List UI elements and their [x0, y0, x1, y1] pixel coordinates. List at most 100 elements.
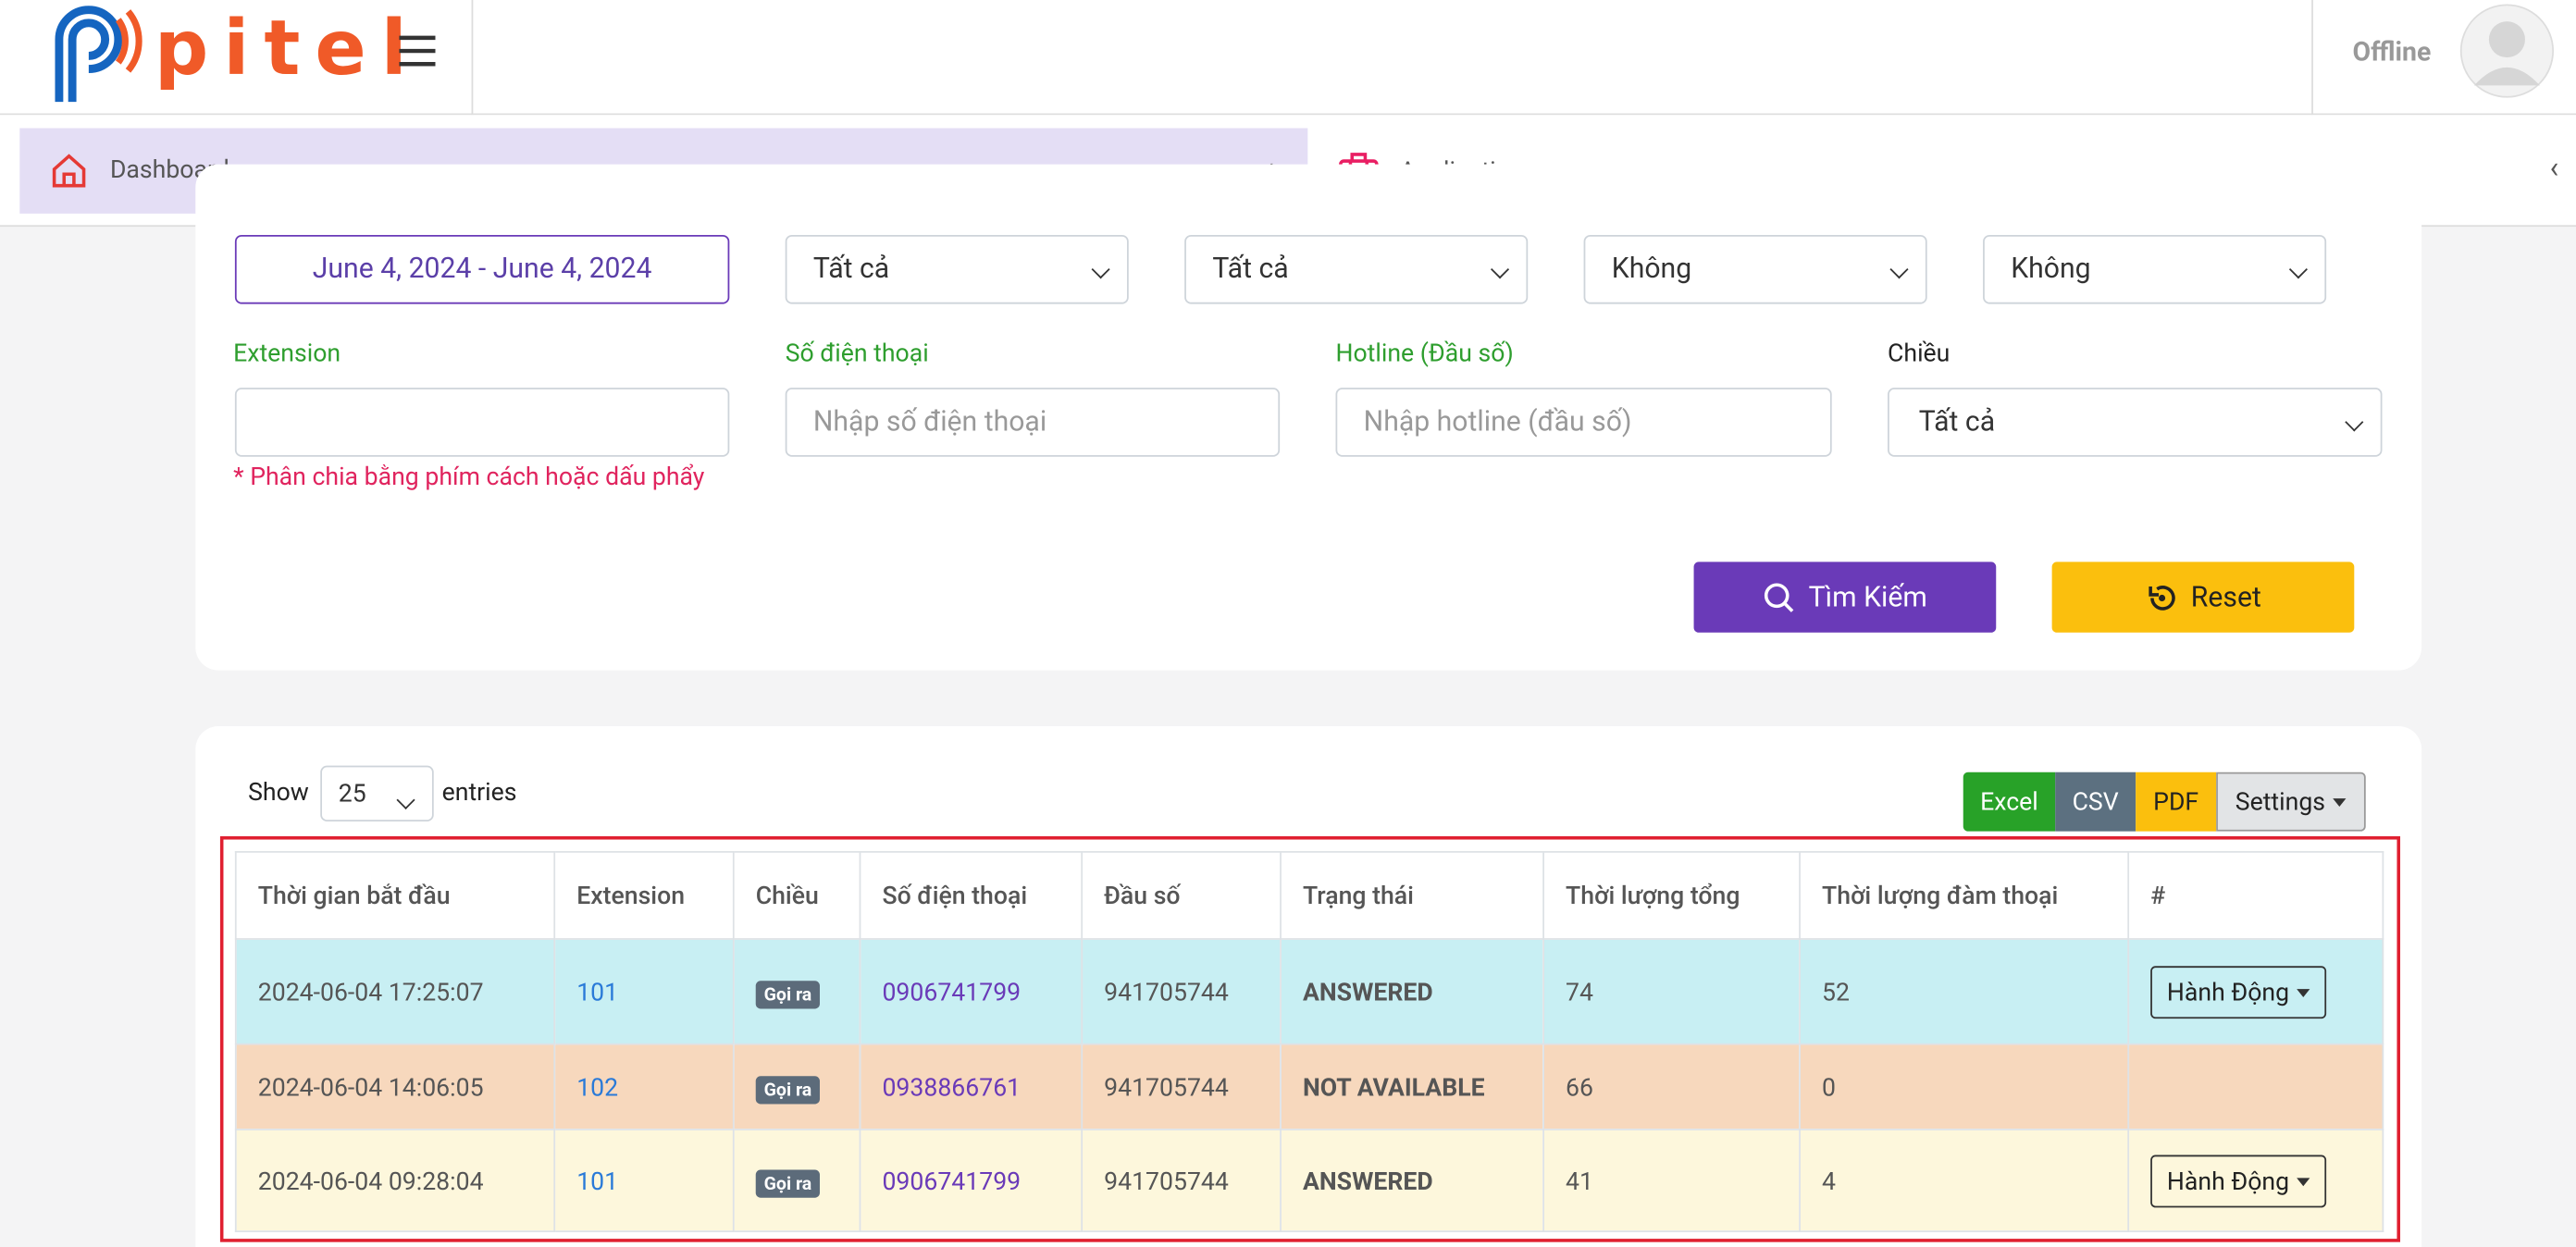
cell-text[interactable]: 0938866761 [882, 1071, 1022, 1102]
filter-select[interactable]: Tất cả [785, 234, 1129, 304]
cell: 941705744 [1081, 1129, 1282, 1233]
cell: 102 [553, 1043, 735, 1130]
direction-select[interactable]: Tất cả [1888, 388, 2383, 457]
cell-text: 941705744 [1104, 976, 1229, 1006]
cell-text[interactable]: 0906741799 [882, 1166, 1022, 1196]
show-label: Show [248, 777, 309, 808]
cell-text: 941705744 [1104, 1071, 1229, 1102]
cell: Gọi ra [732, 1043, 861, 1130]
phone-input[interactable]: Nhập số điện thoại [785, 388, 1281, 457]
table-row: 2024-06-04 14:06:05 102 Gọi ra 0938866761 94… [234, 1043, 2384, 1130]
cell: Gọi ra [732, 1129, 861, 1233]
logo-icon [55, 6, 142, 103]
filter-select[interactable]: Không [1583, 234, 1927, 304]
export-group: Excel CSV PDF Settings [1963, 772, 2366, 832]
cell-text: 66 [1566, 1071, 1594, 1102]
reset-button[interactable]: Reset [2051, 562, 2355, 633]
cell: Hành Động [2127, 1129, 2384, 1233]
cell: 941705744 [1081, 1043, 1282, 1130]
extension-input[interactable] [234, 388, 730, 457]
column-header: Số điện thoại [859, 850, 1084, 940]
column-header: Thời lượng tổng [1542, 850, 1801, 940]
cell-text[interactable]: 102 [576, 1071, 619, 1102]
cell: 0906741799 [859, 1129, 1084, 1233]
cell: 101 [553, 1129, 735, 1233]
table-row: 2024-06-04 09:28:04 101 Gọi ra 0906741799 94… [234, 1129, 2384, 1233]
divider [471, 0, 474, 116]
calls-table: Thời gian bắt đầu Extension Chiều Số điện t… [234, 850, 2384, 1233]
logo-text: pitel [154, 3, 422, 93]
settings-button[interactable]: Settings [2216, 772, 2366, 832]
cell: 41 [1542, 1129, 1801, 1233]
cell: 0906741799 [859, 938, 1084, 1045]
cell-text: 52 [1822, 976, 1851, 1006]
cell-text: 4 [1822, 1166, 1837, 1196]
column-header: Đầu số [1081, 850, 1282, 940]
filter-select[interactable]: Không [1983, 234, 2327, 304]
cell-text: 0 [1822, 1071, 1837, 1102]
header-row: Thời gian bắt đầu Extension Chiều Số điện t… [234, 850, 2384, 940]
cell: 4 [1799, 1129, 2130, 1233]
column-header: Thời gian bắt đầu [234, 850, 556, 940]
action-button[interactable]: Hành Động [2150, 965, 2327, 1019]
cell: 941705744 [1081, 938, 1282, 1045]
cell: ANSWERED [1280, 938, 1544, 1045]
cell-text: ANSWERED [1302, 1166, 1433, 1196]
top-bar: pitel Offline [0, 0, 2576, 116]
cell: Gọi ra [732, 938, 861, 1045]
search-button[interactable]: Tìm Kiếm [1693, 562, 1997, 633]
cell-text: 41 [1566, 1166, 1594, 1196]
menu-toggle[interactable] [398, 33, 438, 69]
cell-text: 74 [1566, 976, 1594, 1006]
filter-select[interactable]: Tất cả [1184, 234, 1529, 304]
cell: Hành Động [2127, 938, 2384, 1045]
reset-icon [2148, 585, 2175, 610]
cell-text[interactable]: 101 [576, 976, 619, 1006]
table-row: 2024-06-04 17:25:07 101 Gọi ra 0906741799 94… [234, 938, 2384, 1045]
direction-badge: Gọi ra [755, 1075, 821, 1104]
cell [2127, 1043, 2384, 1130]
excel-button[interactable]: Excel [1963, 772, 2056, 832]
cell: 101 [553, 938, 735, 1045]
cell: ANSWERED [1280, 1129, 1544, 1233]
status: Offline [2352, 36, 2432, 68]
date-range[interactable]: June 4, 2024 - June 4, 2024 [234, 234, 730, 304]
highlight-box [219, 835, 2401, 1242]
cell-text[interactable]: 0906741799 [882, 976, 1022, 1006]
home-icon [52, 154, 86, 188]
avatar[interactable] [2459, 4, 2555, 99]
hotline-input[interactable]: Nhập hotline (đầu số) [1335, 388, 1832, 457]
entries-label: entries [441, 777, 517, 808]
direction-badge: Gọi ra [755, 980, 821, 1008]
csv-button[interactable]: CSV [2055, 772, 2136, 832]
cell: 52 [1799, 938, 2130, 1045]
column-header: Thời lượng đàm thoại [1799, 850, 2130, 940]
cell-text: ANSWERED [1302, 976, 1433, 1006]
hint: * Phân chia bằng phím cách hoặc dấu phẩy [233, 462, 705, 492]
cell: 74 [1542, 938, 1801, 1045]
cell: 2024-06-04 14:06:05 [234, 1043, 556, 1130]
button-label: Reset [2190, 580, 2261, 614]
chevron: ‹ [2549, 151, 2559, 186]
cell: NOT AVAILABLE [1280, 1043, 1544, 1130]
cell-text: NOT AVAILABLE [1302, 1071, 1485, 1102]
divider [2311, 0, 2313, 116]
cell: 2024-06-04 09:28:04 [234, 1129, 556, 1233]
label: Số điện thoại [785, 338, 929, 368]
cell: 66 [1542, 1043, 1801, 1130]
cell-text: 941705744 [1104, 1166, 1229, 1196]
column-header: Extension [553, 850, 735, 940]
pdf-button[interactable]: PDF [2136, 772, 2217, 832]
button-label: Tìm Kiếm [1808, 580, 1927, 614]
cell-text[interactable]: 101 [576, 1166, 619, 1196]
action-button[interactable]: Hành Động [2150, 1154, 2327, 1207]
page-size[interactable]: 25 [320, 765, 434, 822]
column-header: Chiều [732, 850, 861, 940]
cell-text: 2024-06-04 14:06:05 [257, 1071, 484, 1102]
label: Chiều [1888, 338, 1951, 368]
cell-text: 2024-06-04 09:28:04 [257, 1166, 484, 1196]
label: Hotline (Đầu số) [1335, 338, 1514, 368]
cell-text: 2024-06-04 17:25:07 [257, 976, 484, 1006]
